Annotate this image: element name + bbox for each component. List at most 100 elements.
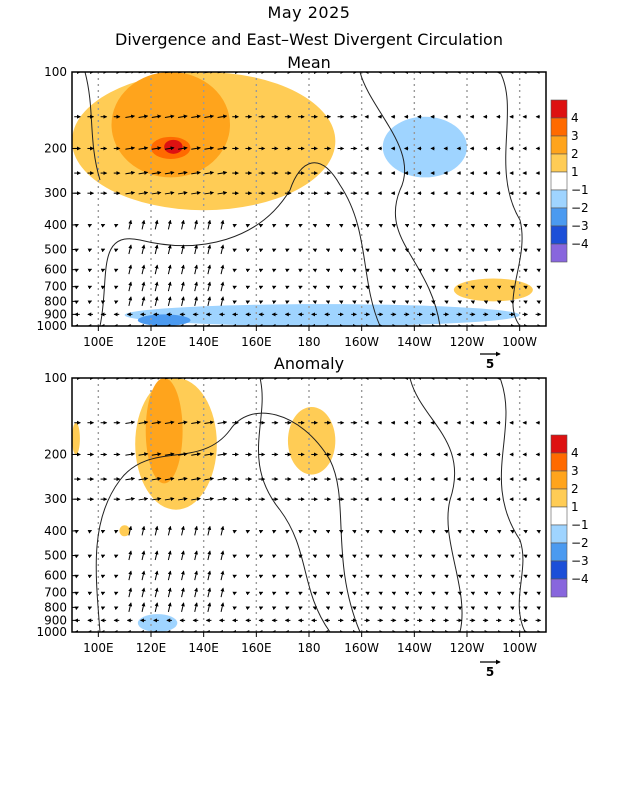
wind-vector [178,146,188,151]
wind-vector [138,420,149,425]
wind-vector [125,476,136,481]
wind-vector [352,554,357,559]
wind-vector [271,554,277,559]
wind-vector [217,114,228,119]
wind-vector [483,223,489,228]
y-tick-label: 900 [44,307,67,321]
anomaly-vectors [74,378,542,632]
y-tick-label: 1000 [36,625,67,639]
wind-vector [431,554,436,559]
mean-panel-title: Mean [287,53,331,72]
y-tick-label: 500 [44,549,67,563]
wind-vector [245,300,251,305]
colorbar-swatch [550,488,568,508]
wind-vector [523,285,528,290]
wind-vector [312,591,318,596]
wind-vector [180,587,185,598]
wind-vector [138,497,149,501]
wind-vector [245,574,251,579]
wind-vector [444,554,449,559]
wind-vector [164,170,175,175]
wind-vector [87,268,93,273]
wind-vector [391,268,397,273]
y-tick-label: 600 [44,263,67,277]
y-tick-label: 800 [44,600,67,614]
wind-vector [232,248,237,253]
divergence-region-2 [111,72,230,178]
wind-vector [194,550,199,561]
wind-vector [444,223,449,228]
wind-vector [141,550,146,561]
wind-vector [154,296,159,306]
wind-vector [523,268,528,273]
divergence-region-6 [137,614,178,632]
wind-vector [87,606,93,611]
wind-vector [431,248,436,253]
colorbar-label: 4 [571,111,579,125]
wind-vector [312,606,318,611]
wind-vector [220,570,225,581]
wind-vector [167,570,172,581]
wind-vector [536,300,541,305]
wind-vector [470,574,476,579]
colorbar-swatch [550,117,568,137]
wind-vector [164,476,175,481]
wind-vector [312,300,318,305]
zero-contour-3 [409,378,463,632]
wind-vector [128,550,133,561]
wind-vector [128,602,133,612]
wind-vector [470,300,476,305]
wind-vector [138,452,149,457]
wind-vector [87,285,93,290]
wind-vector [352,529,357,534]
wind-vector [457,554,462,559]
colorbar-label: −3 [571,219,589,233]
wind-vector [180,602,185,612]
wind-vector [113,574,119,579]
wind-vector [444,285,449,290]
wind-vector [391,248,397,253]
wind-vector [298,285,303,290]
y-tick-label: 600 [44,569,67,583]
wind-vector [167,296,172,306]
wind-vector [325,574,331,579]
wind-vector [510,300,515,305]
colorbar-label: 1 [571,165,579,179]
wind-vector [125,114,136,119]
mean-vectors [74,72,542,326]
wind-vector [167,550,172,561]
colorbar-label: −1 [571,183,589,197]
wind-vector [178,170,188,175]
y-tick-label: 400 [44,524,67,538]
wind-vector [338,554,344,559]
wind-vector [325,300,331,305]
wind-vector [258,554,264,559]
mean-contours [84,72,523,326]
wind-vector [483,285,489,290]
wind-vector [217,452,228,457]
wind-vector [431,529,436,534]
wind-vector [312,554,318,559]
wind-vector [338,529,344,534]
wind-vector [194,281,199,292]
wind-vector [194,219,199,230]
colorbar-swatch [550,189,568,209]
wind-vector [523,248,528,253]
colorbar-label: −2 [571,201,589,215]
wind-vector [128,525,133,536]
wind-vector [523,529,528,534]
wind-vector [365,591,370,596]
wind-vector [191,497,201,501]
wind-vector [536,248,541,253]
wind-vector [312,268,318,273]
zero-contour-1 [99,162,381,326]
colorbar-swatch [550,243,568,263]
wind-vector [178,420,188,425]
wind-vector [523,554,528,559]
wind-vector [483,574,489,579]
mean-divergence-fill [72,72,533,326]
wind-vector [510,268,515,273]
wind-vector [444,591,449,596]
wind-vector [87,574,93,579]
wind-vector [365,606,370,611]
